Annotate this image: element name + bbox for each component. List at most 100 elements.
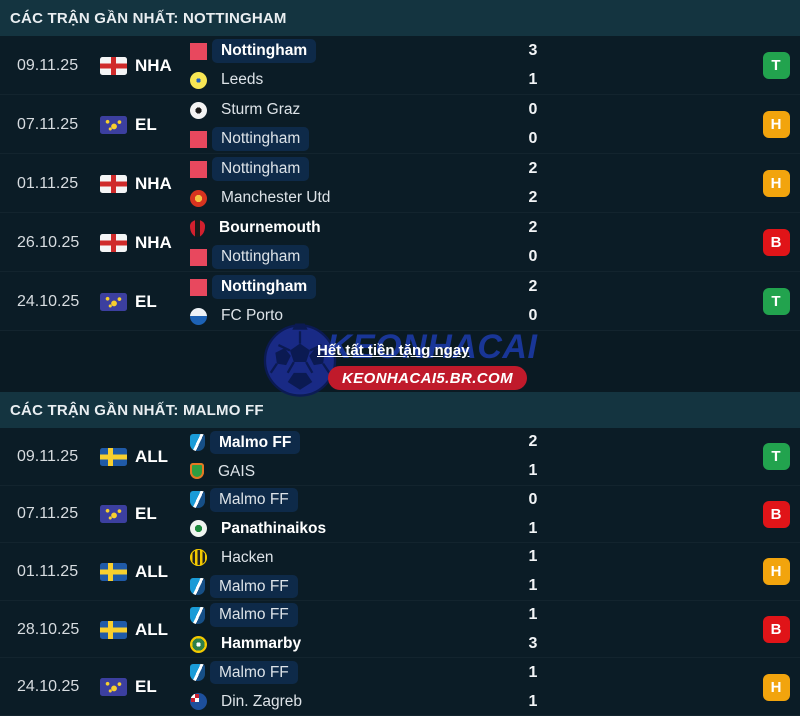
team-name: Malmo FF <box>210 488 298 512</box>
league-flag-icon <box>100 678 127 697</box>
result-badge-column: H <box>752 673 800 701</box>
team-line[interactable]: Malmo FF 2 <box>190 430 752 455</box>
team-line[interactable]: Nottingham 0 <box>190 245 752 270</box>
match-row[interactable]: 24.10.25 EL Nottingham 2 FC Porto 0 T <box>0 272 800 331</box>
watermark-link[interactable]: Hết tất tiền tặng ngay <box>317 342 470 359</box>
team-score: 2 <box>528 278 538 295</box>
match-row[interactable]: 28.10.25 ALL Malmo FF 1 Hammarby 3 B <box>0 600 800 659</box>
team-name: Sturm Graz <box>221 101 301 119</box>
league-flag-icon <box>100 56 127 75</box>
match-row[interactable]: 09.11.25 ALL Malmo FF 2 GAIS 1 T <box>0 428 800 486</box>
team-line[interactable]: Din. Zagreb 1 <box>190 689 752 714</box>
match-row[interactable]: 01.11.25 NHA Nottingham 2 Manchester Utd… <box>0 154 800 213</box>
section-header: CÁC TRẬN GẦN NHẤT: NOTTINGHAM <box>0 0 800 36</box>
teams: Malmo FF 2 GAIS 1 <box>190 430 752 484</box>
match-row[interactable]: 01.11.25 ALL Hacken 1 Malmo FF 1 H <box>0 543 800 601</box>
result-badge: H <box>762 673 790 701</box>
team-line[interactable]: Sturm Graz 0 <box>190 98 752 123</box>
team-line[interactable]: Nottingham 2 <box>190 157 752 182</box>
team-line[interactable]: Bournemouth 2 <box>190 216 752 241</box>
team-line[interactable]: FC Porto 0 <box>190 304 752 329</box>
result-badge-column: B <box>752 500 800 528</box>
team-logo-icon <box>190 278 207 296</box>
league: EL <box>100 292 190 312</box>
team-line[interactable]: Malmo FF 0 <box>190 487 752 512</box>
team-score: 2 <box>528 433 538 451</box>
teams: Sturm Graz 0 Nottingham 0 <box>190 98 752 152</box>
team-line[interactable]: Leeds 1 <box>190 68 752 93</box>
team-line[interactable]: Hacken 1 <box>190 545 752 570</box>
league: NHA <box>100 233 190 253</box>
result-badge-column: H <box>752 558 800 586</box>
result-badge: B <box>762 616 790 644</box>
team-line[interactable]: Nottingham 0 <box>190 127 752 152</box>
team-score: 1 <box>528 606 538 624</box>
match-row[interactable]: 07.11.25 EL Sturm Graz 0 Nottingham 0 H <box>0 95 800 154</box>
league-label: ALL <box>135 561 169 581</box>
watermark-domain-pill[interactable]: KEONHACAI5.BR.COM <box>328 366 527 390</box>
team-line[interactable]: Manchester Utd 2 <box>190 186 752 211</box>
match-date: 01.11.25 <box>17 174 79 192</box>
team-name: Nottingham <box>212 157 310 181</box>
result-badge-column: T <box>752 443 800 471</box>
teams: Malmo FF 1 Hammarby 3 <box>190 603 752 657</box>
result-badge-column: B <box>752 229 800 256</box>
team-score: 2 <box>528 189 538 206</box>
match-row[interactable]: 07.11.25 EL Malmo FF 0 Panathinaikos 1 B <box>0 485 800 544</box>
league-flag-icon <box>100 562 127 581</box>
match-row[interactable]: 24.10.25 EL Malmo FF 1 Din. Zagreb 1 H <box>0 658 800 716</box>
team-score: 3 <box>528 635 538 653</box>
team-score: 2 <box>528 219 538 236</box>
teams: Hacken 1 Malmo FF 1 <box>190 545 752 599</box>
teams: Malmo FF 0 Panathinaikos 1 <box>190 487 752 541</box>
team-logo-icon <box>190 577 205 595</box>
team-name: Panathinaikos <box>221 520 327 538</box>
match-list: 09.11.25 NHA Nottingham 3 Leeds 1 T 07.1… <box>0 36 800 331</box>
team-logo-icon <box>190 635 207 653</box>
team-name: Nottingham <box>212 245 310 269</box>
match-date: 26.10.25 <box>17 233 80 251</box>
team-score: 0 <box>528 101 538 118</box>
team-logo-icon <box>190 463 204 480</box>
match-date: 07.11.25 <box>17 115 79 133</box>
team-name: Malmo FF <box>210 430 301 455</box>
result-badge: B <box>762 229 790 256</box>
team-logo-icon <box>190 101 207 119</box>
match-date: 24.10.25 <box>17 292 80 310</box>
team-line[interactable]: Malmo FF 1 <box>190 603 752 628</box>
team-logo-icon <box>190 491 205 509</box>
team-logo-icon <box>190 71 207 89</box>
teams: Nottingham 2 Manchester Utd 2 <box>190 157 752 211</box>
result-badge-column: B <box>752 616 800 644</box>
league-label: NHA <box>135 173 172 193</box>
team-score: 3 <box>528 42 538 59</box>
team-line[interactable]: GAIS 1 <box>190 459 752 484</box>
team-line[interactable]: Malmo FF 1 <box>190 660 752 685</box>
team-line[interactable]: Hammarby 3 <box>190 632 752 657</box>
result-badge: T <box>762 288 790 315</box>
league: ALL <box>100 562 190 582</box>
league-flag-icon <box>100 174 127 193</box>
match-row[interactable]: 26.10.25 NHA Bournemouth 2 Nottingham 0 … <box>0 213 800 272</box>
team-name: GAIS <box>218 462 256 480</box>
team-logo-icon <box>190 248 207 266</box>
team-logo-icon <box>190 520 207 538</box>
match-row[interactable]: 09.11.25 NHA Nottingham 3 Leeds 1 T <box>0 36 800 95</box>
teams: Malmo FF 1 Din. Zagreb 1 <box>190 660 752 714</box>
team-score: 0 <box>528 248 538 265</box>
team-line[interactable]: Nottingham 3 <box>190 39 752 64</box>
team-logo-icon <box>190 130 207 148</box>
team-name: Nottingham <box>212 275 317 299</box>
team-line[interactable]: Nottingham 2 <box>190 275 752 300</box>
teams: Nottingham 2 FC Porto 0 <box>190 275 752 329</box>
team-line[interactable]: Panathinaikos 1 <box>190 516 752 541</box>
team-logo-icon <box>190 693 207 711</box>
team-score: 1 <box>528 577 538 595</box>
team-line[interactable]: Malmo FF 1 <box>190 574 752 599</box>
league-flag-icon <box>100 233 127 252</box>
league-flag-icon <box>100 115 127 134</box>
league-flag-icon <box>100 505 127 524</box>
team-logo-icon <box>190 664 205 682</box>
result-badge-column: T <box>752 52 800 79</box>
